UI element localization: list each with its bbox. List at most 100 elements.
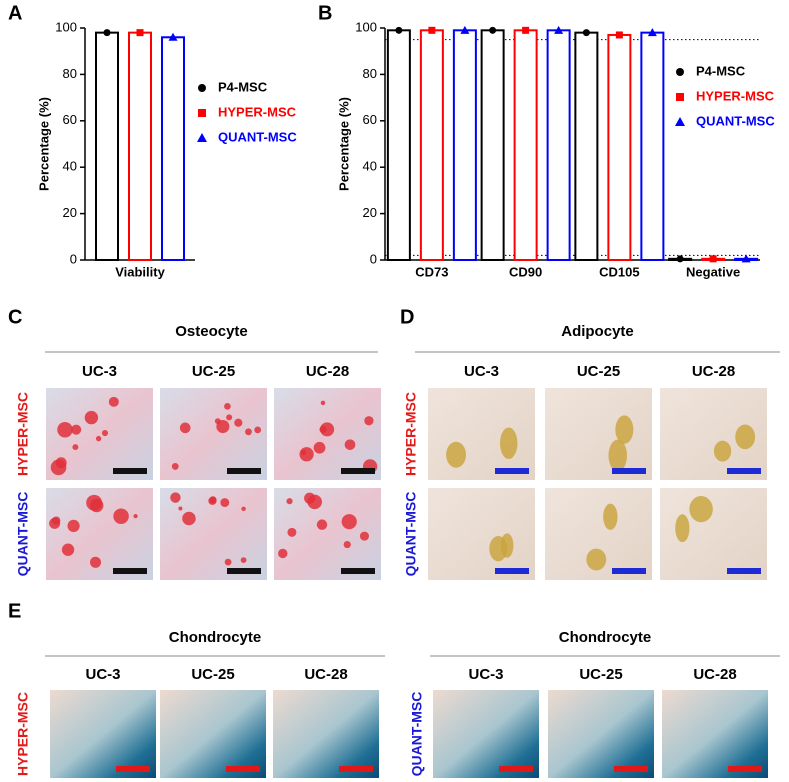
stain xyxy=(316,519,328,530)
bar xyxy=(419,29,444,261)
micrograph xyxy=(545,388,652,480)
y-axis-label: Percentage (%) xyxy=(336,97,351,191)
stain xyxy=(364,416,374,426)
scale-bar-bg xyxy=(341,568,375,574)
scale-bar-bg xyxy=(113,468,147,474)
stain xyxy=(220,498,230,507)
stain xyxy=(208,496,217,506)
stain xyxy=(603,503,618,530)
micrograph xyxy=(662,690,768,778)
panel-title: Chondrocyte xyxy=(169,629,262,646)
stain xyxy=(49,517,61,529)
bar xyxy=(95,31,119,261)
stain xyxy=(304,492,316,504)
y-tick-label: 0 xyxy=(70,251,77,266)
y-tick-label: 0 xyxy=(370,251,377,266)
micrograph xyxy=(428,488,535,580)
y-tick-label: 40 xyxy=(363,159,377,174)
stain xyxy=(89,498,104,513)
bar xyxy=(546,29,571,261)
bar xyxy=(480,29,505,261)
panel-title: Chondrocyte xyxy=(559,629,652,646)
panel-letter: A xyxy=(8,2,22,24)
marker xyxy=(554,25,564,34)
y-tick-label: 60 xyxy=(363,112,377,127)
stain xyxy=(113,508,129,525)
row-label: HYPER-MSC xyxy=(15,392,31,476)
marker xyxy=(676,68,684,76)
stain xyxy=(179,422,191,434)
column-label: UC-28 xyxy=(693,666,736,683)
stain xyxy=(224,402,231,410)
bar xyxy=(513,29,538,261)
y-axis-label: Percentage (%) xyxy=(36,97,51,191)
column-label: UC-3 xyxy=(464,363,499,380)
legend-label: HYPER-MSC xyxy=(696,88,775,103)
stain xyxy=(689,496,713,523)
marker xyxy=(522,26,530,34)
y-tick-label: 20 xyxy=(363,205,377,220)
stain xyxy=(675,514,690,543)
scale-bar-bg xyxy=(614,766,648,772)
panel-title: Osteocyte xyxy=(175,323,248,340)
stain xyxy=(108,396,119,407)
stain xyxy=(241,506,246,512)
y-tick-label: 60 xyxy=(63,112,77,127)
stain xyxy=(341,514,357,530)
stain xyxy=(299,447,314,462)
marker xyxy=(709,255,717,263)
micrograph xyxy=(160,690,266,778)
column-label: UC-3 xyxy=(85,666,120,683)
micrograph xyxy=(428,388,535,480)
panel-letter: E xyxy=(8,600,21,622)
stain xyxy=(254,426,262,434)
micrograph xyxy=(50,690,156,778)
panel-letter: D xyxy=(400,306,414,328)
bar xyxy=(386,29,411,261)
marker xyxy=(428,26,436,34)
stain xyxy=(95,435,102,442)
stain xyxy=(359,531,369,541)
scale-bar-bg xyxy=(727,568,761,574)
bar xyxy=(161,36,185,261)
bar xyxy=(574,31,599,261)
stain xyxy=(278,548,288,559)
stain xyxy=(713,440,732,462)
column-label: UC-25 xyxy=(192,363,235,380)
stain xyxy=(313,441,326,454)
row-label: QUANT-MSC xyxy=(409,692,425,777)
marker xyxy=(103,29,111,37)
stain xyxy=(89,556,102,568)
panel-letter: C xyxy=(8,306,22,328)
stain xyxy=(57,422,73,438)
marker xyxy=(582,29,590,37)
stain xyxy=(224,558,232,566)
scale-bar-bg xyxy=(612,568,646,574)
marker xyxy=(676,93,684,101)
stain xyxy=(71,424,82,435)
x-tick-label: CD90 xyxy=(509,264,542,279)
scale-bar-bg xyxy=(499,766,533,772)
stain xyxy=(101,429,109,437)
stain xyxy=(245,428,252,436)
column-label: UC-25 xyxy=(579,666,622,683)
stain xyxy=(50,459,67,476)
stain xyxy=(72,444,79,451)
marker xyxy=(136,29,144,37)
marker xyxy=(197,133,207,142)
stain xyxy=(320,400,326,406)
stain xyxy=(608,439,628,472)
x-tick-label: CD73 xyxy=(415,264,448,279)
bar xyxy=(128,31,152,261)
stain xyxy=(735,424,756,450)
stain xyxy=(133,513,138,519)
legend-label: P4-MSC xyxy=(218,79,268,94)
y-tick-label: 100 xyxy=(55,19,77,34)
legend-label: P4-MSC xyxy=(696,63,746,78)
stain xyxy=(615,415,634,444)
stain xyxy=(500,533,514,558)
marker xyxy=(615,31,623,39)
marker xyxy=(647,28,657,37)
column-label: UC-28 xyxy=(306,363,349,380)
marker xyxy=(675,117,685,126)
